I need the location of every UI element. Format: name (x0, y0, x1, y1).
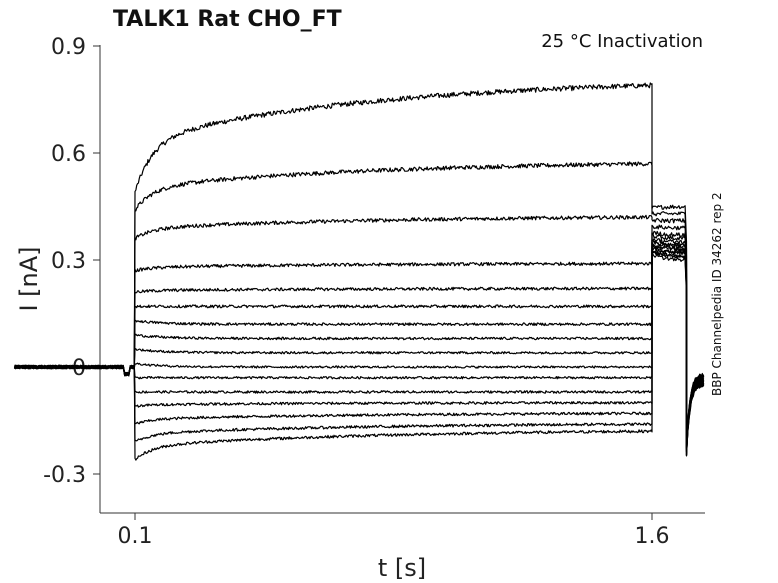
y-axis-label: I [nA] (15, 246, 43, 311)
y-tick-label: 0.9 (51, 35, 86, 60)
x-ticks: 0.1 1.6 (118, 513, 670, 549)
current-trace (13, 82, 705, 446)
current-trace (14, 241, 705, 453)
current-trace (13, 245, 704, 456)
current-trace (14, 246, 705, 456)
current-trace (14, 253, 705, 461)
chart-title: TALK1 Rat CHO_FT (113, 7, 342, 32)
x-tick-label: 0.1 (118, 524, 153, 549)
y-ticks: -0.300.30.60.9 (43, 35, 100, 488)
current-trace (13, 250, 704, 457)
chart-side-note: BBP Channelpedia ID 34262 rep 2 (710, 192, 724, 396)
current-trace (13, 230, 705, 450)
chart-subtitle: 25 °C Inactivation (541, 31, 703, 52)
plot-area: -0.300.30.60.9 0.1 1.6 (13, 35, 705, 549)
y-tick-label: 0.3 (51, 249, 86, 274)
current-trace (13, 239, 705, 450)
current-traces (13, 82, 705, 461)
current-trace (14, 237, 705, 449)
current-trace (14, 239, 704, 452)
current-trace (14, 232, 704, 452)
y-tick-label: 0.6 (51, 142, 86, 167)
current-trace (14, 214, 705, 449)
current-trace (13, 161, 705, 449)
current-trace (13, 224, 705, 448)
current-trace (14, 249, 705, 457)
x-tick-label: 1.6 (635, 524, 670, 549)
current-trace (13, 242, 704, 453)
x-axis-label: t [s] (378, 554, 426, 582)
y-tick-label: -0.3 (43, 463, 86, 488)
